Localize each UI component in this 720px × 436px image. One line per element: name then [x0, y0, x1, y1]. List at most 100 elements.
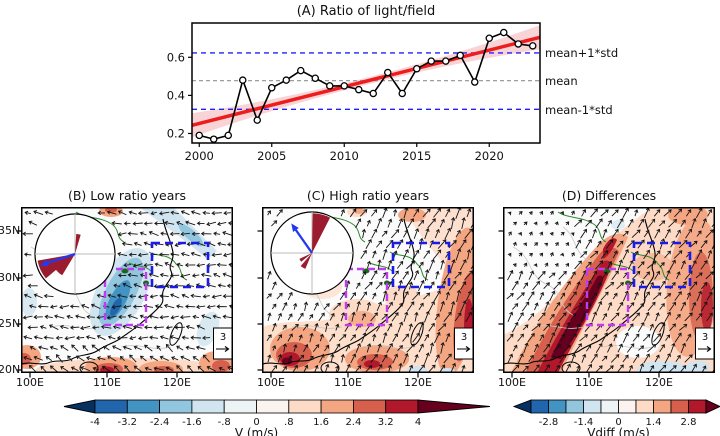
axis-ticks: [16, 230, 178, 378]
mean-minus-std-label: mean-1*std: [545, 103, 613, 117]
colorbar-tick-label: 1.6: [313, 417, 329, 428]
colorbar-tick-label: 0: [615, 417, 621, 428]
data-point: [412, 64, 421, 73]
colorbar-tick-label: -4: [90, 417, 100, 428]
wind-vector-field: [506, 207, 715, 373]
x-tick-label: 2005: [257, 149, 286, 163]
wind-rose-petal: [299, 253, 312, 262]
colorbar-tick-label: 2.4: [345, 417, 361, 428]
wind-rose-petal: [312, 213, 331, 253]
reference-vector-box: 3: [454, 327, 474, 360]
colorbar-tick-label: 3.2: [378, 417, 394, 428]
data-point: [470, 78, 479, 86]
blue-study-box: [150, 241, 210, 289]
colorbar-title: Vdiff (m/s): [587, 426, 650, 436]
trend-line: [192, 35, 540, 127]
colorbar-tick-label: -3.2: [118, 417, 138, 428]
taiwan-island: [169, 322, 183, 346]
axis-ticks: [257, 230, 419, 378]
reference-vector-value: 3: [702, 332, 708, 343]
colorbar-tick-label: -1.4: [574, 417, 594, 428]
map-x-tick-label: 100E: [498, 376, 526, 389]
map-x-tick-label: 110E: [334, 376, 362, 389]
x-tick-label: 2015: [402, 149, 431, 163]
axis-ticks: [498, 230, 660, 378]
hainan-island: [320, 361, 340, 373]
data-point: [427, 57, 435, 65]
wind-rose-petal: [300, 253, 312, 269]
mean-wind-arrow: [293, 227, 313, 254]
data-point: [398, 89, 406, 98]
panel-d-title: (D) Differences: [561, 188, 657, 203]
colorbar-tick-label: 0: [253, 417, 259, 428]
province-boundaries: [557, 211, 670, 281]
data-point: [311, 74, 319, 82]
x-tick-label: 2010: [330, 149, 359, 163]
data-point: [296, 66, 305, 75]
reference-vector-value: 3: [220, 332, 226, 343]
map-x-tick-label: 100E: [257, 376, 285, 389]
reference-vector-box: 3: [695, 327, 715, 360]
reference-vector-value: 3: [461, 332, 467, 343]
colorbar-tick-label: .8: [284, 417, 294, 428]
data-point: [195, 131, 203, 140]
map-y-tick-label: 30N: [0, 271, 21, 284]
panel-c-title: (C) High ratio years: [306, 188, 430, 203]
x-tick-label: 2020: [475, 149, 504, 163]
data-point: [238, 76, 247, 84]
panel-b-map: 3: [16, 207, 233, 378]
colorbar-tick-label: -2.4: [150, 417, 170, 428]
colorbar-title: V (m/s): [235, 426, 278, 436]
reference-vector-arrow: [698, 346, 712, 352]
colorbar-tick-label: -.8: [218, 417, 231, 428]
panel-d-map: 3: [498, 207, 715, 378]
shading-differences: [503, 207, 715, 373]
data-point: [253, 116, 261, 124]
data-point: [383, 68, 392, 77]
data-point: [441, 57, 450, 65]
reference-vector-arrow: [457, 346, 471, 352]
map-y-tick-label: 25N: [0, 317, 21, 330]
blue-study-box: [391, 241, 451, 289]
panel-a-title: (A) Ratio of light/field: [296, 4, 436, 19]
y-tick-label: 0.2: [167, 126, 185, 140]
colorbar-vdiff: -2.8 -1.4 0 1.4 2.8 Vdiff (m/s): [512, 399, 720, 436]
colorbar-tick-label: -1.6: [182, 417, 202, 428]
reference-vector-box: 3: [213, 327, 233, 360]
data-point: [267, 84, 276, 92]
magenta-study-box: [103, 267, 148, 327]
data-point: [514, 40, 523, 48]
reference-vector-arrow: [216, 346, 230, 352]
data-point: [354, 85, 363, 94]
mean-plus-std-label: mean+1*std: [545, 46, 619, 60]
mean-wind-arrow: [45, 252, 76, 265]
colorbar-tick-label: 4: [415, 417, 421, 428]
colorbar-tick-label: -2.8: [539, 417, 559, 428]
data-point: [485, 34, 493, 42]
map-x-tick-label: 120E: [163, 376, 191, 389]
wind-rose-petal: [37, 254, 75, 279]
y-tick-label: 0.6: [167, 50, 185, 64]
x-tick-label: 2000: [185, 149, 214, 163]
colorbar-v: -4 -3.2 -2.4 -1.6 -.8 0 .8 1.6 2.4 3.2 4 V (m/s): [63, 399, 491, 436]
map-x-tick-label: 100E: [16, 376, 44, 389]
data-point: [209, 135, 218, 143]
data-point: [369, 89, 377, 98]
hainan-island: [79, 361, 99, 373]
mean-label: mean: [545, 74, 578, 88]
data-point: [529, 42, 537, 50]
magenta-study-box: [344, 267, 389, 327]
data-point: [340, 82, 348, 90]
data-point: [499, 28, 508, 37]
panel-a-plot-area: [192, 25, 540, 143]
ratio-series-line: [199, 31, 533, 141]
wind-rose-inset: [270, 211, 354, 295]
blue-study-box: [632, 241, 692, 289]
y-tick-label: 0.4: [167, 88, 185, 102]
map-x-tick-label: 110E: [93, 376, 121, 389]
data-point: [456, 51, 464, 60]
panel-a-chart: 2000 2005 2010 2015 2020 0.2 0.4 0.6: [167, 22, 541, 163]
map-y-tick-label: 20N: [0, 363, 21, 376]
map-x-tick-label: 120E: [645, 376, 673, 389]
